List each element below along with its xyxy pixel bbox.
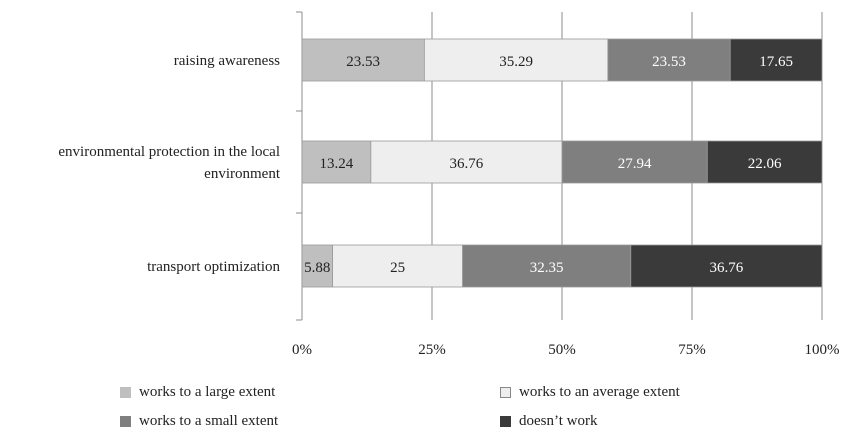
bar-segment-2-2 (462, 244, 632, 288)
bar-segment-3-2 (630, 244, 823, 288)
legend-label-small-extent: works to a small extent (139, 413, 279, 429)
legend-item-doesnt-work: doesn’t work (500, 413, 597, 430)
value-label-1-1: 36.76 (450, 156, 484, 172)
value-label-0-1: 13.24 (320, 156, 354, 172)
x-tick-label-2: 50% (548, 342, 576, 358)
value-label-1-2: 25 (390, 260, 405, 276)
value-label-2-1: 27.94 (618, 156, 652, 172)
bar-segment-1-2 (332, 244, 463, 288)
legend-swatch-average-extent (500, 387, 511, 398)
bar-segment-2-1 (561, 140, 708, 184)
value-label-2-0: 23.53 (652, 54, 686, 70)
value-label-3-2: 36.76 (709, 260, 743, 276)
value-label-2-2: 32.35 (530, 260, 564, 276)
value-label-0-0: 23.53 (346, 54, 380, 70)
category-label-1-0: environmental protection in the local (58, 144, 280, 160)
legend-label-average-extent: works to an average extent (519, 384, 680, 400)
value-label-3-1: 22.06 (748, 156, 782, 172)
legend-label-doesnt-work: doesn’t work (519, 413, 598, 429)
x-tick-label-1: 25% (418, 342, 446, 358)
bar-segment-3-0 (729, 38, 823, 82)
x-tick-label-3: 75% (678, 342, 706, 358)
bar-segment-3-1 (706, 140, 823, 184)
legend-swatch-doesnt-work (500, 416, 511, 427)
value-label-1-0: 35.29 (499, 54, 533, 70)
legend-swatch-small-extent (120, 416, 131, 427)
value-label-3-0: 17.65 (759, 54, 793, 70)
x-tick-label-0: 0% (292, 342, 312, 358)
legend-swatch-large-extent (120, 387, 131, 398)
x-tick-label-4: 100% (805, 342, 840, 358)
value-label-0-2: 5.88 (304, 260, 330, 276)
legend-item-large-extent: works to a large extent (120, 384, 275, 401)
bar-segment-2-0 (607, 38, 731, 82)
bar-segment-1-1 (370, 140, 563, 184)
bar-segment-1-0 (423, 38, 609, 82)
bar-segment-0-1 (301, 140, 372, 184)
category-label-2-0: transport optimization (147, 259, 280, 275)
category-label-1-1: environment (204, 166, 281, 182)
legend-item-small-extent: works to a small extent (120, 413, 278, 430)
category-label-0-0: raising awareness (174, 53, 280, 69)
legend-item-average-extent: works to an average extent (500, 384, 680, 401)
legend-label-large-extent: works to a large extent (139, 384, 276, 400)
bar-segment-0-2 (301, 244, 333, 288)
